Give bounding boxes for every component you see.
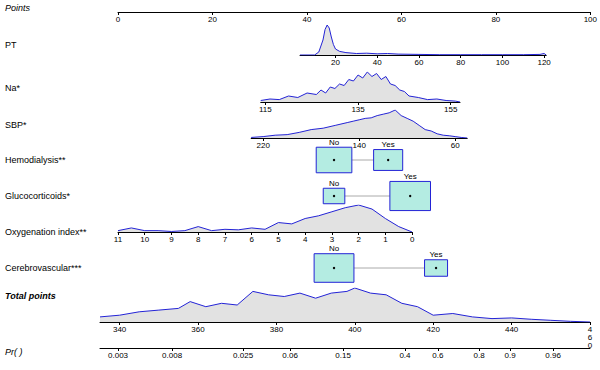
svg-text:0.008: 0.008 <box>162 351 183 360</box>
svg-text:Cerebrovascular***: Cerebrovascular*** <box>5 263 82 273</box>
svg-text:Total points: Total points <box>5 291 56 301</box>
svg-text:80: 80 <box>491 15 500 24</box>
svg-text:440: 440 <box>505 325 519 334</box>
svg-text:380: 380 <box>270 325 284 334</box>
svg-text:360: 360 <box>191 325 205 334</box>
svg-text:Yes: Yes <box>382 140 395 149</box>
svg-text:120: 120 <box>537 58 551 67</box>
svg-text:0.003: 0.003 <box>108 351 129 360</box>
svg-text:8: 8 <box>196 235 201 244</box>
svg-text:1: 1 <box>383 235 388 244</box>
svg-text:155: 155 <box>444 105 458 114</box>
svg-text:PT: PT <box>5 40 17 50</box>
svg-text:10: 10 <box>140 235 149 244</box>
svg-text:400: 400 <box>348 325 362 334</box>
svg-text:100: 100 <box>496 58 510 67</box>
svg-text:6: 6 <box>587 332 593 342</box>
svg-text:Points: Points <box>5 3 31 13</box>
svg-text:20: 20 <box>331 58 340 67</box>
svg-text:220: 220 <box>256 141 270 150</box>
svg-text:Hemodialysis**: Hemodialysis** <box>5 155 66 165</box>
svg-text:115: 115 <box>259 105 272 114</box>
svg-text:4: 4 <box>303 235 308 244</box>
svg-text:20: 20 <box>208 15 217 24</box>
svg-text:60: 60 <box>414 58 423 67</box>
svg-text:420: 420 <box>427 325 441 334</box>
svg-text:SBP*: SBP* <box>5 120 27 130</box>
svg-text:3: 3 <box>330 235 335 244</box>
svg-text:0.025: 0.025 <box>233 351 254 360</box>
svg-text:0.96: 0.96 <box>545 351 561 360</box>
svg-text:0.15: 0.15 <box>335 351 351 360</box>
svg-text:No: No <box>329 138 340 147</box>
svg-text:Yes: Yes <box>430 250 443 259</box>
svg-text:0.6: 0.6 <box>432 351 444 360</box>
svg-text:80: 80 <box>456 58 465 67</box>
svg-text:9: 9 <box>169 235 174 244</box>
svg-text:Yes: Yes <box>404 172 417 181</box>
svg-text:0: 0 <box>588 341 593 350</box>
svg-text:11: 11 <box>114 235 123 244</box>
svg-text:40: 40 <box>373 58 382 67</box>
svg-text:0.8: 0.8 <box>474 351 486 360</box>
svg-text:4: 4 <box>587 324 593 334</box>
svg-text:0: 0 <box>116 15 121 24</box>
svg-text:6: 6 <box>249 235 254 244</box>
svg-text:Glucocorticoids*: Glucocorticoids* <box>5 191 71 201</box>
svg-text:2: 2 <box>356 235 361 244</box>
svg-text:0.9: 0.9 <box>504 351 516 360</box>
svg-text:Na*: Na* <box>5 83 21 93</box>
svg-text:60: 60 <box>451 141 460 150</box>
svg-text:140: 140 <box>352 141 366 150</box>
svg-text:Pr( ): Pr( ) <box>5 347 23 357</box>
svg-text:0: 0 <box>410 235 415 244</box>
svg-text:60: 60 <box>397 15 406 24</box>
svg-text:Oxygenation index**: Oxygenation index** <box>5 227 87 237</box>
svg-text:135: 135 <box>351 105 365 114</box>
svg-text:No: No <box>329 179 340 188</box>
svg-text:0.4: 0.4 <box>399 351 411 360</box>
svg-text:340: 340 <box>113 325 127 334</box>
svg-text:0.06: 0.06 <box>282 351 298 360</box>
svg-text:5: 5 <box>276 235 281 244</box>
svg-text:7: 7 <box>223 235 228 244</box>
svg-text:No: No <box>329 244 340 253</box>
svg-text:100: 100 <box>584 15 598 24</box>
svg-text:40: 40 <box>302 15 311 24</box>
